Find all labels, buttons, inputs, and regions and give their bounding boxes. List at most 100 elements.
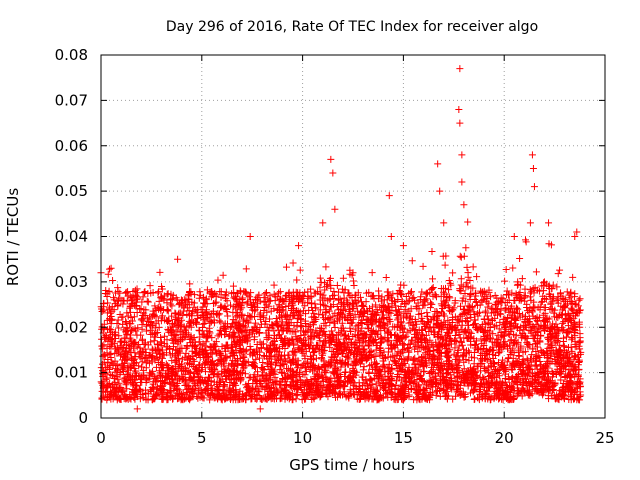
data-point — [250, 375, 258, 383]
data-point — [333, 303, 341, 311]
data-point — [158, 294, 166, 302]
data-point — [123, 385, 131, 393]
data-point — [119, 296, 127, 304]
data-point — [456, 252, 464, 260]
data-point — [545, 333, 553, 341]
data-point — [343, 353, 351, 361]
data-point — [372, 352, 380, 360]
data-point — [483, 312, 491, 320]
data-point — [385, 315, 393, 323]
data-point — [389, 290, 397, 298]
data-point — [326, 343, 334, 351]
data-point — [569, 273, 577, 281]
data-point — [138, 390, 146, 398]
data-point — [191, 291, 199, 299]
data-point — [190, 334, 198, 342]
data-point — [469, 263, 477, 271]
data-point — [283, 365, 291, 373]
data-point — [527, 327, 535, 335]
data-point — [478, 288, 486, 296]
data-point — [337, 324, 345, 332]
data-point — [190, 374, 198, 382]
data-point — [162, 379, 170, 387]
data-point — [138, 363, 146, 371]
data-point — [122, 319, 130, 327]
data-point — [565, 366, 573, 374]
data-point — [339, 274, 347, 282]
data-point — [126, 371, 134, 379]
data-point — [282, 320, 290, 328]
data-point — [486, 328, 494, 336]
data-point — [155, 323, 163, 331]
data-point — [321, 286, 329, 294]
data-point — [413, 376, 421, 384]
data-point — [445, 286, 453, 294]
data-point — [307, 325, 315, 333]
data-point — [301, 371, 309, 379]
data-point — [214, 276, 222, 284]
data-point — [322, 263, 330, 271]
data-point — [576, 338, 584, 346]
data-point — [446, 279, 454, 287]
data-point — [567, 297, 575, 305]
data-point — [503, 287, 511, 295]
data-point — [349, 277, 357, 285]
data-point — [230, 294, 238, 302]
data-point — [222, 354, 230, 362]
data-point — [451, 332, 459, 340]
data-point — [211, 299, 219, 307]
data-point — [164, 307, 172, 315]
data-point — [276, 288, 284, 296]
data-point — [415, 326, 423, 334]
data-point — [397, 395, 405, 403]
data-point — [341, 369, 349, 377]
data-point — [480, 341, 488, 349]
data-point — [353, 302, 361, 310]
data-point — [516, 289, 524, 297]
data-point — [549, 281, 557, 289]
data-point — [190, 303, 198, 311]
data-point — [540, 304, 548, 312]
data-point — [240, 321, 248, 329]
data-point — [376, 344, 384, 352]
data-point — [263, 308, 271, 316]
data-point — [499, 356, 507, 364]
data-point — [303, 377, 311, 385]
data-point — [496, 318, 504, 326]
data-point — [137, 331, 145, 339]
data-point — [463, 263, 471, 271]
data-point — [138, 298, 146, 306]
data-point — [251, 319, 259, 327]
data-point — [325, 307, 333, 315]
data-point — [180, 302, 188, 310]
data-point — [139, 293, 147, 301]
data-point — [491, 381, 499, 389]
data-point — [368, 328, 376, 336]
data-point — [328, 327, 336, 335]
data-point — [226, 324, 234, 332]
data-point — [367, 376, 375, 384]
data-point — [144, 298, 152, 306]
data-point — [139, 358, 147, 366]
data-point — [473, 273, 481, 281]
data-point — [400, 325, 408, 333]
data-point — [557, 376, 565, 384]
data-point — [439, 361, 447, 369]
data-point — [293, 276, 301, 284]
data-point — [560, 342, 568, 350]
data-point — [102, 286, 110, 294]
data-point — [259, 359, 267, 367]
data-point — [310, 333, 318, 341]
data-point — [515, 309, 523, 317]
data-point — [457, 253, 465, 261]
data-point — [457, 275, 465, 283]
data-point — [133, 382, 141, 390]
data-point — [259, 365, 267, 373]
data-point — [364, 336, 372, 344]
data-point — [444, 316, 452, 324]
data-point — [359, 301, 367, 309]
data-point — [287, 319, 295, 327]
data-point — [142, 327, 150, 335]
data-point — [246, 312, 254, 320]
